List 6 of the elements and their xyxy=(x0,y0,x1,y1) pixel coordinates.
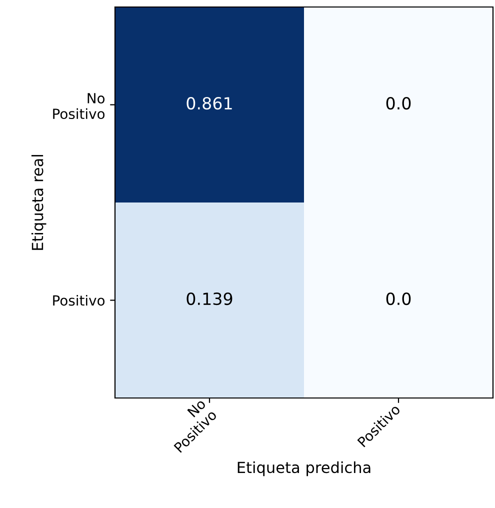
x-axis-title: Etiqueta predicha xyxy=(238,461,370,476)
y-axis-title: Etiqueta real xyxy=(31,155,46,250)
data-label: 0.0 xyxy=(386,96,411,110)
data-label: 0.139 xyxy=(186,292,232,306)
data-label: 0.0 xyxy=(386,292,411,306)
data-label: 0.861 xyxy=(186,96,232,110)
